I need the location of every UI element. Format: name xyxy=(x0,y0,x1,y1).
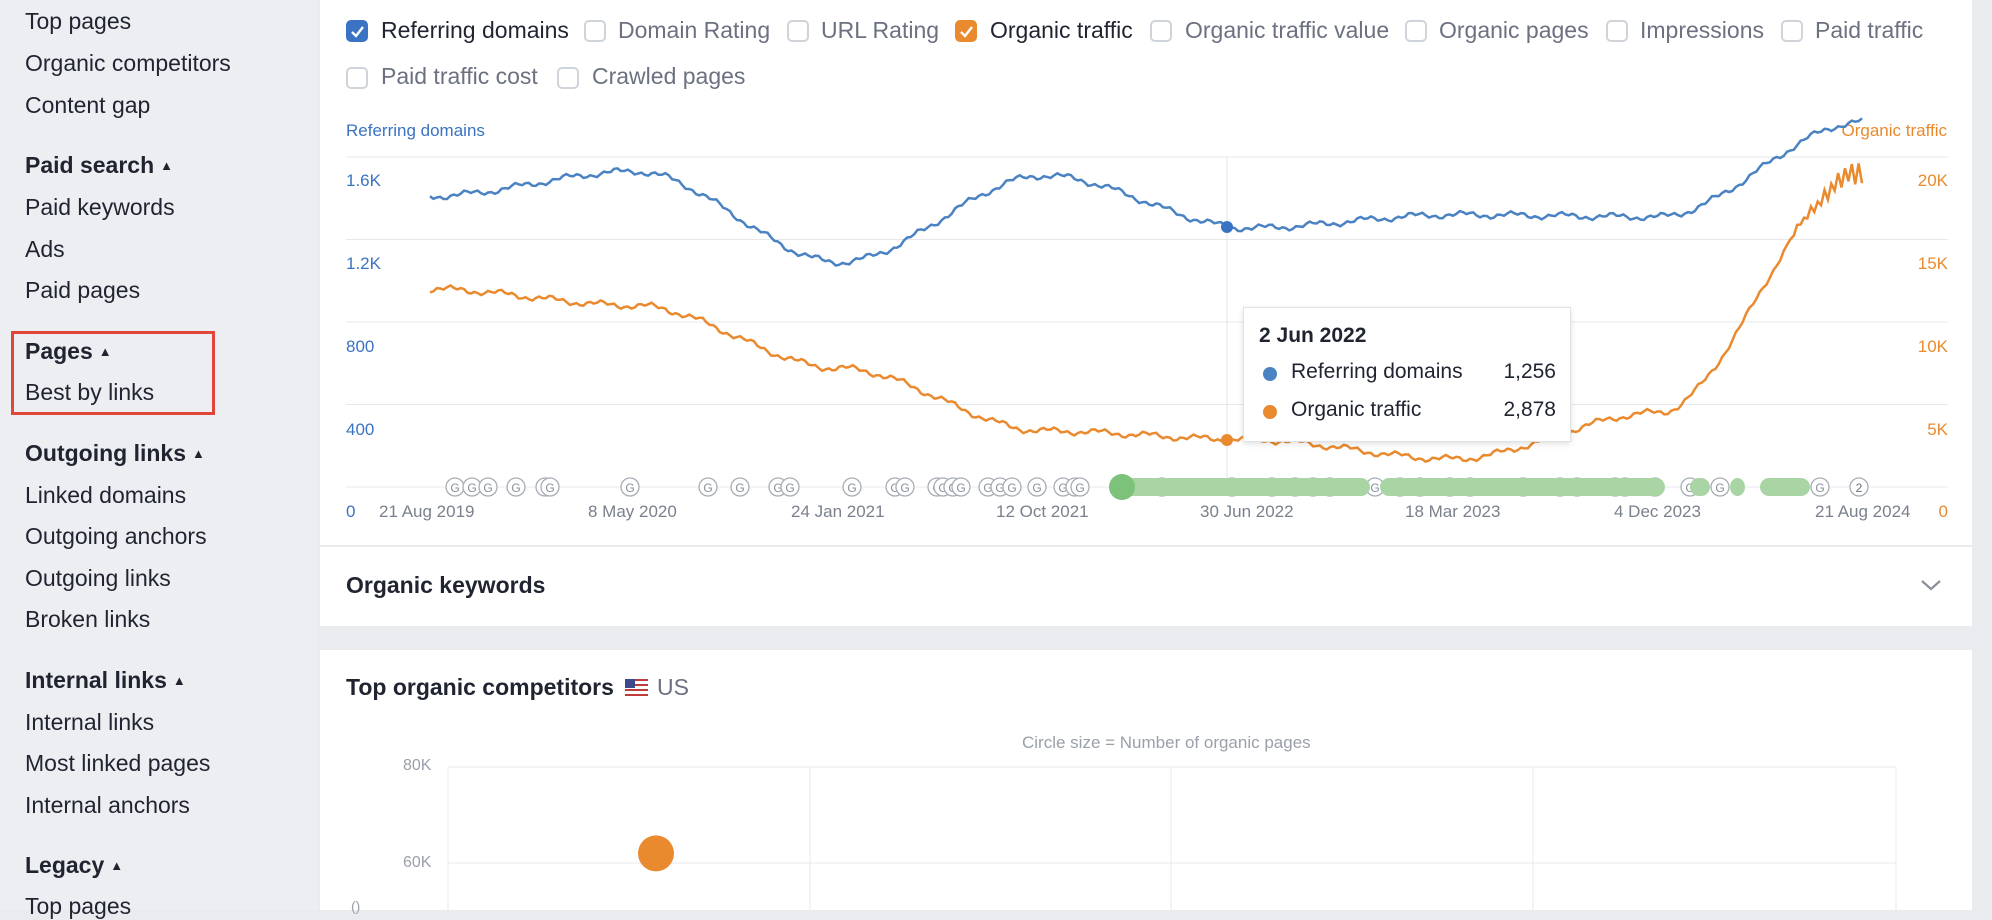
google-update-label: G xyxy=(956,481,965,495)
competitors-bubble-chart[interactable] xyxy=(0,650,1992,910)
google-update-label: G xyxy=(1715,481,1724,495)
green-update-band xyxy=(1760,478,1810,496)
google-update-label: G xyxy=(1007,481,1016,495)
google-update-label: G xyxy=(1370,481,1379,495)
tooltip-date: 2 Jun 2022 xyxy=(1259,324,1366,348)
google-update-label: G xyxy=(703,481,712,495)
tooltip-dot-organic-traffic xyxy=(1263,405,1277,419)
google-update-label: G xyxy=(511,481,520,495)
google-update-label: G xyxy=(483,481,492,495)
sidebar-item-outgoing-links[interactable]: Outgoing links xyxy=(25,565,171,592)
series-line-organic-traffic xyxy=(430,164,1862,462)
google-update-label: G xyxy=(900,481,909,495)
sidebar-item-broken-links[interactable]: Broken links xyxy=(25,606,150,633)
tooltip-dot-referring-domains xyxy=(1263,367,1277,381)
tooltip-label: Organic traffic xyxy=(1291,398,1421,422)
competitor-bubble xyxy=(638,835,674,871)
google-update-label: G xyxy=(467,481,476,495)
google-update-label: G xyxy=(785,481,794,495)
google-update-label: G xyxy=(545,481,554,495)
google-update-label: G xyxy=(1075,481,1084,495)
organic-keywords-title: Organic keywords xyxy=(346,572,545,599)
overview-line-chart[interactable]: GGGGGGGGGGGGGGGGGGGGGGGGGGGGGGGGGGGGGGGG… xyxy=(0,0,1992,545)
tooltip-label: Referring domains xyxy=(1291,360,1463,384)
google-update-label: G xyxy=(735,481,744,495)
google-update-label: G xyxy=(625,481,634,495)
chart-tooltip: 2 Jun 2022 Referring domains 1,256 Organ… xyxy=(1243,307,1571,442)
green-update-marker xyxy=(1109,474,1135,500)
hover-point-referring-domains xyxy=(1221,221,1233,233)
green-update-band xyxy=(1118,478,1370,496)
hover-point-organic-traffic xyxy=(1221,434,1233,446)
green-update-band xyxy=(1730,478,1745,496)
green-update-band xyxy=(1690,478,1710,496)
update-count-label: 2 xyxy=(1856,481,1863,495)
google-update-label: G xyxy=(1032,481,1041,495)
organic-keywords-section[interactable] xyxy=(320,547,1972,626)
chevron-down-icon[interactable] xyxy=(1920,578,1942,592)
series-line-referring-domains xyxy=(430,118,1862,265)
tooltip-value: 1,256 xyxy=(1503,360,1556,384)
google-update-label: G xyxy=(1815,481,1824,495)
tooltip-value: 2,878 xyxy=(1503,398,1556,422)
google-update-label: G xyxy=(450,481,459,495)
green-update-band xyxy=(1380,478,1665,496)
google-update-label: G xyxy=(847,481,856,495)
